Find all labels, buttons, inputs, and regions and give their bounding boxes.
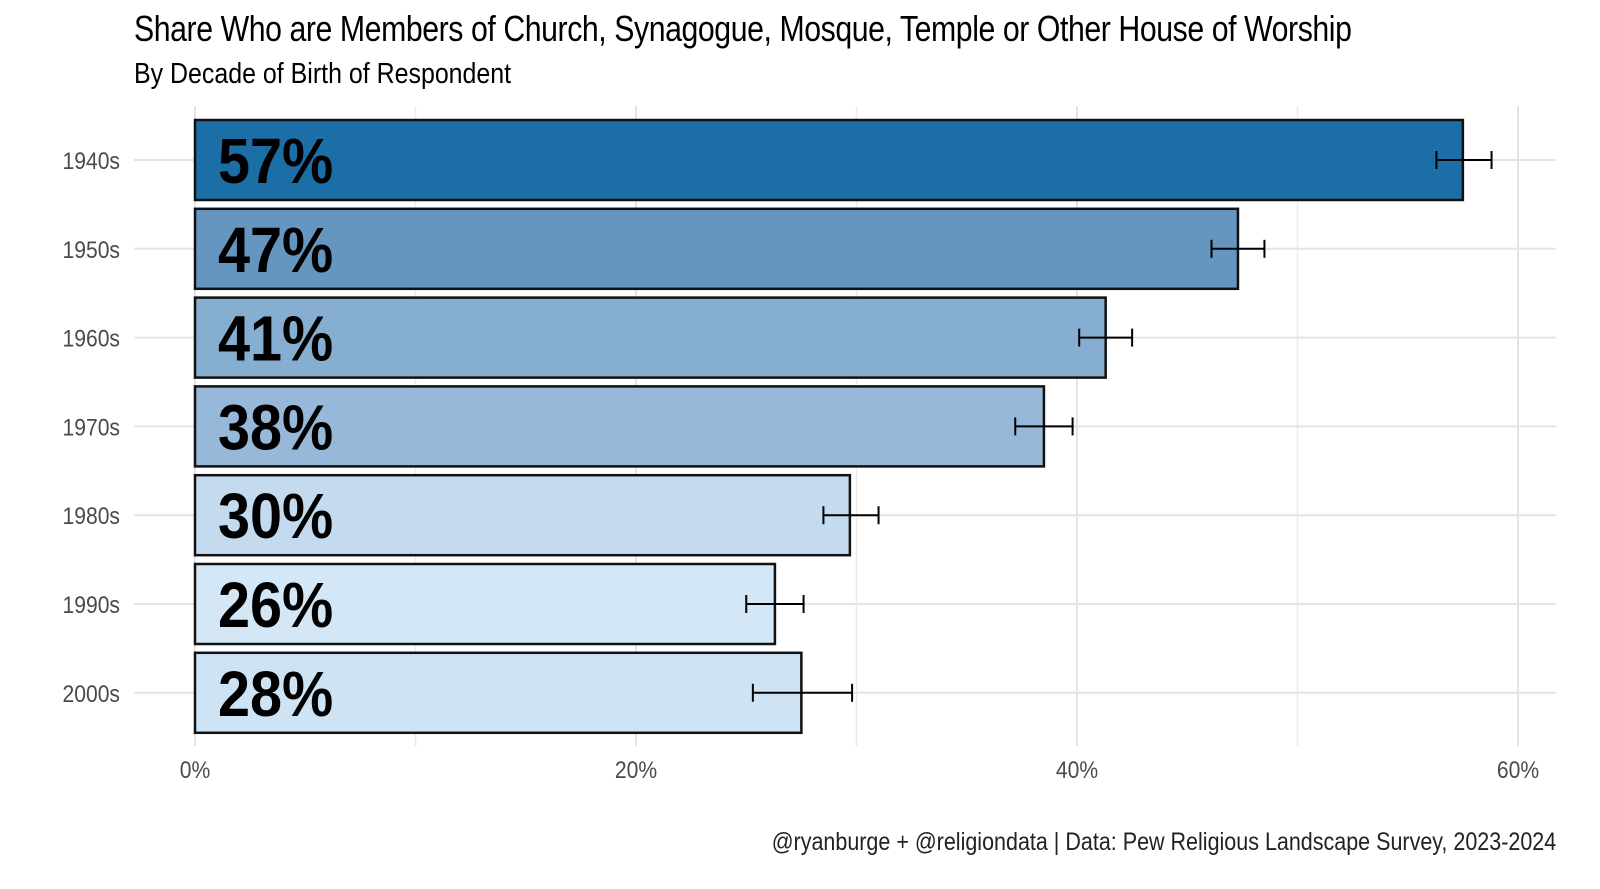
y-tick-label: 1980s [62, 503, 120, 530]
bar [193, 385, 1046, 468]
chart-caption: @ryanburge + @religiondata | Data: Pew R… [771, 828, 1556, 856]
bar [193, 296, 1107, 379]
bar [193, 118, 1465, 202]
y-tick-label: 1960s [62, 325, 120, 352]
data-label: 38% [218, 392, 333, 463]
data-label: 28% [218, 658, 333, 729]
y-tick-label: 1950s [62, 237, 120, 264]
bar [193, 562, 777, 646]
bar [193, 473, 852, 557]
x-tick-label: 20% [615, 757, 657, 784]
bar [193, 651, 803, 735]
y-tick-label: 1990s [62, 592, 120, 619]
data-label: 26% [218, 569, 333, 640]
bar [193, 207, 1240, 291]
y-tick-label: 1970s [62, 414, 120, 441]
x-tick-label: 0% [180, 757, 211, 784]
data-label: 47% [218, 214, 333, 285]
chart-subtitle: By Decade of Birth of Respondent [134, 58, 512, 90]
data-label: 30% [218, 480, 333, 551]
data-label: 57% [218, 125, 333, 196]
x-tick-label: 60% [1497, 757, 1539, 784]
y-tick-label: 1940s [62, 148, 120, 175]
x-tick-label: 40% [1056, 757, 1098, 784]
chart-title: Share Who are Members of Church, Synagog… [134, 8, 1352, 49]
data-label: 41% [218, 303, 333, 374]
y-tick-label: 2000s [62, 681, 120, 708]
